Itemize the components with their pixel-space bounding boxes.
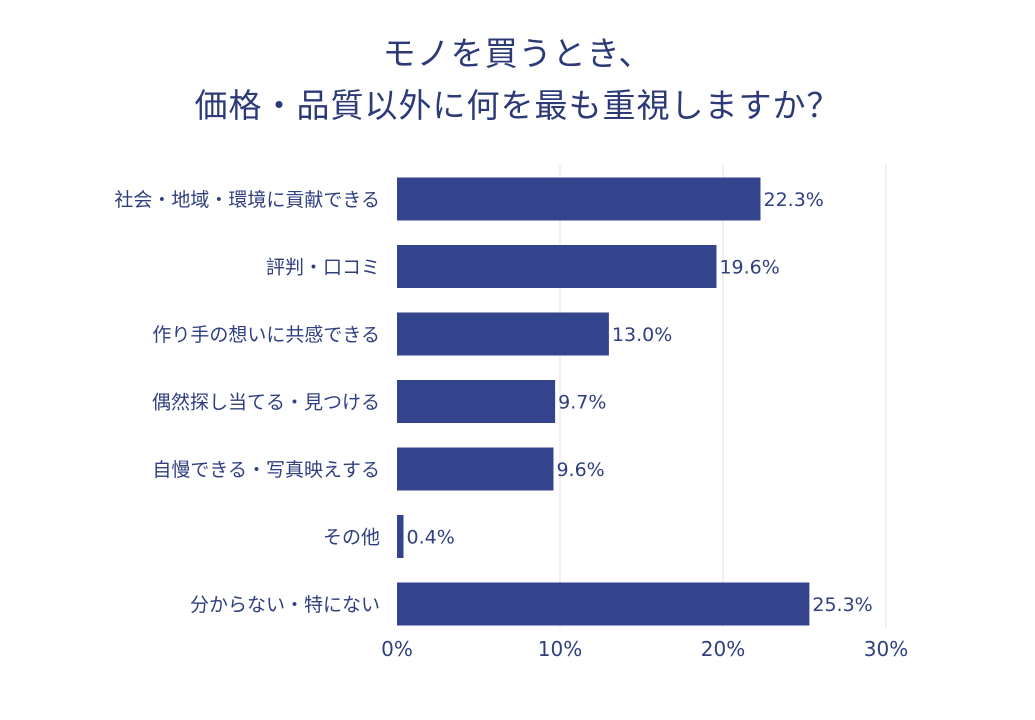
data-label: 13.0% (612, 324, 672, 346)
category-label: 社会・地域・環境に貢献できる (114, 189, 380, 211)
bar (397, 582, 810, 626)
data-label: 9.6% (556, 459, 604, 481)
chart-title-line-2: 価格・品質以外に何を最も重視しますか？ (194, 86, 841, 125)
bar (397, 380, 556, 423)
bar (397, 312, 609, 356)
data-label: 0.4% (407, 527, 455, 549)
category-label: 作り手の想いに共感できる (152, 324, 380, 346)
x-tick-labels: 0% 10% 20% 30% (381, 637, 908, 661)
x-tick-label: 30% (864, 637, 908, 661)
x-tick-label: 0% (381, 637, 413, 661)
x-tick-label: 20% (701, 637, 745, 661)
data-label: 19.6% (719, 257, 779, 279)
bar (397, 245, 717, 288)
category-label: 分からない・特にない (190, 594, 380, 616)
chart-title: モノを買うとき、 価格・品質以外に何を最も重視しますか？ (0, 28, 1035, 132)
category-label: その他 (323, 527, 380, 549)
category-label: 自慢できる・写真映えする (152, 459, 380, 481)
category-labels: 社会・地域・環境に貢献できる評判・口コミ作り手の想いに共感できる偶然探し当てる・… (114, 189, 380, 616)
value-labels: 22.3% 19.6% 13.0% 9.7% 9.6% 0.4% 25.3% (407, 189, 873, 616)
data-label: 9.7% (558, 392, 606, 414)
data-label: 25.3% (812, 594, 872, 616)
category-label: 偶然探し当てる・見つける (152, 392, 380, 414)
category-label: 評判・口コミ (266, 257, 380, 279)
bars (397, 177, 810, 626)
bar (397, 447, 554, 491)
chart-title-line-1: モノを買うとき、 (382, 34, 653, 73)
x-tick-label: 10% (538, 637, 582, 661)
gridlines (559, 165, 887, 628)
bar (397, 177, 761, 221)
data-label: 22.3% (763, 189, 823, 211)
bar (397, 515, 404, 558)
